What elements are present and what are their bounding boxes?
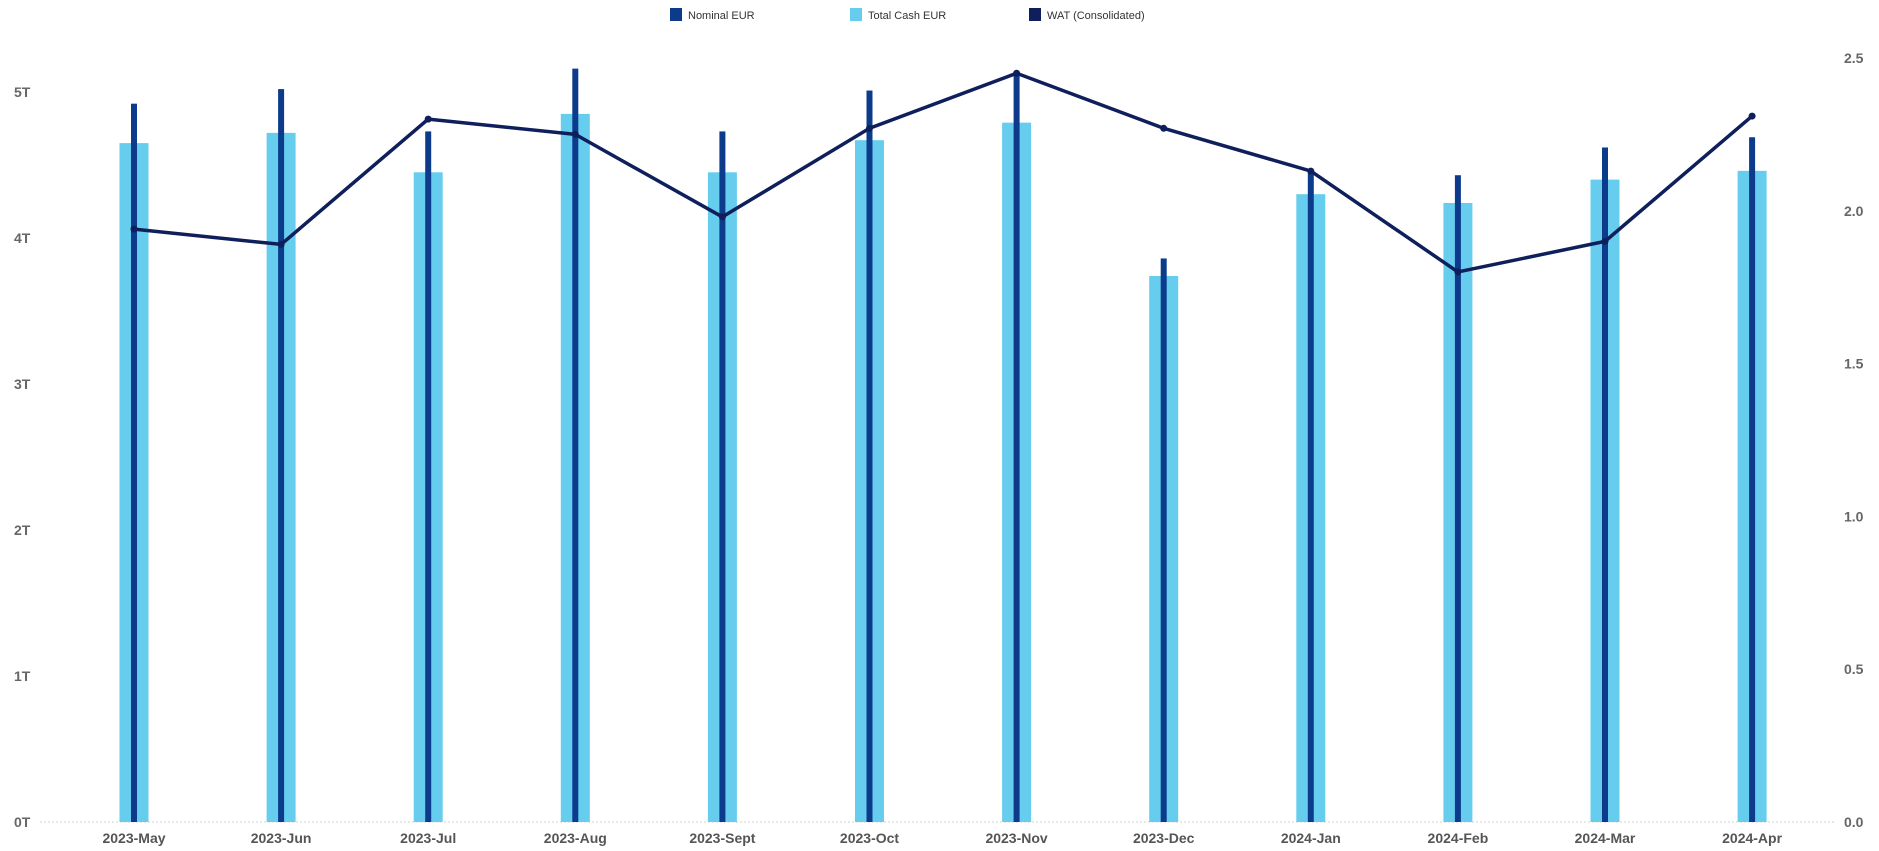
x-axis-tick-label: 2023-Dec	[1133, 830, 1195, 846]
x-axis-labels: 2023-May 2023-Jun 2023-Jul 2023-Aug 2023-Sep…	[102, 830, 1782, 846]
bar-nominal-eur	[1013, 75, 1020, 822]
left-axis-tick-label: 3T	[14, 376, 31, 392]
bar-nominal-eur	[866, 90, 873, 823]
line-point-wat	[718, 213, 726, 221]
bar-nominal-eur	[1160, 258, 1167, 822]
line-point-wat	[1454, 268, 1462, 276]
line-wat-consolidated	[133, 71, 1754, 274]
x-axis-tick-label: 2023-Jun	[251, 830, 312, 846]
line-layer	[130, 69, 1756, 276]
line-point-wat	[1307, 167, 1315, 175]
bar-nominal-eur	[278, 89, 285, 822]
line-point-wat	[424, 115, 432, 123]
right-axis-tick-label: 2.5	[1844, 50, 1864, 66]
bar-nominal-eur	[719, 131, 726, 823]
left-y-axis: 0T 1T 2T 3T 4T 5T	[14, 84, 31, 830]
bar-nominal-eur	[131, 103, 137, 823]
line-point-wat	[866, 124, 873, 132]
left-axis-tick-label: 0T	[14, 814, 31, 830]
left-axis-tick-label: 5T	[14, 84, 31, 100]
bar-nominal-eur	[1307, 172, 1314, 823]
legend-swatch	[670, 8, 682, 21]
x-axis-tick-label: 2023-Oct	[840, 830, 899, 846]
bar-nominal-eur	[1602, 147, 1608, 823]
legend-item[interactable]: WAT (Consolidated)	[1029, 8, 1145, 22]
legend-item[interactable]: Nominal EUR	[670, 8, 755, 22]
bar-nominal-eur	[1454, 175, 1461, 823]
line-point-wat	[1601, 237, 1609, 245]
legend-label: Nominal EUR	[688, 10, 755, 22]
legend-label: Total Cash EUR	[868, 10, 946, 22]
bar-nominal-eur	[572, 68, 579, 822]
legend-label: WAT (Consolidated)	[1047, 10, 1145, 22]
line-point-wat	[571, 130, 579, 138]
right-axis-tick-label: 1.5	[1844, 356, 1864, 372]
x-axis-tick-label: 2024-Feb	[1428, 830, 1489, 846]
x-axis-tick-label: 2023-Jul	[400, 830, 456, 846]
x-axis-tick-label: 2023-May	[102, 830, 165, 846]
legend-swatch	[850, 8, 862, 21]
legend-swatch	[1029, 8, 1041, 21]
x-axis-tick-label: 2023-Sept	[689, 830, 755, 846]
right-axis-tick-label: 1.0	[1844, 508, 1864, 524]
line-point-wat	[1013, 69, 1021, 77]
line-point-wat	[1748, 112, 1756, 120]
x-axis-tick-label: 2023-Aug	[544, 830, 607, 846]
right-axis-tick-label: 2.0	[1844, 203, 1864, 219]
x-axis-tick-label: 2024-Mar	[1575, 830, 1636, 846]
x-axis-tick-label: 2024-Apr	[1722, 830, 1782, 846]
line-point-wat	[1160, 124, 1168, 132]
legend: Nominal EUR Total Cash EUR WAT (Consolidat…	[670, 8, 1145, 22]
bar-nominal-eur	[1749, 137, 1756, 822]
line-point-wat	[277, 240, 285, 248]
right-y-axis: 0.0 0.5 1.0 1.5 2.0 2.5	[1844, 50, 1864, 830]
left-axis-tick-label: 1T	[14, 668, 31, 684]
legend-item[interactable]: Total Cash EUR	[850, 8, 946, 22]
x-axis-tick-label: 2024-Jan	[1281, 830, 1341, 846]
bars-layer	[119, 68, 1767, 823]
left-axis-tick-label: 4T	[14, 230, 31, 246]
bar-nominal-eur	[425, 131, 432, 823]
right-axis-tick-label: 0.0	[1844, 814, 1864, 830]
left-axis-tick-label: 2T	[14, 522, 31, 538]
line-point-wat	[130, 225, 138, 233]
right-axis-tick-label: 0.5	[1844, 661, 1864, 677]
x-axis-tick-label: 2023-Nov	[985, 830, 1047, 846]
